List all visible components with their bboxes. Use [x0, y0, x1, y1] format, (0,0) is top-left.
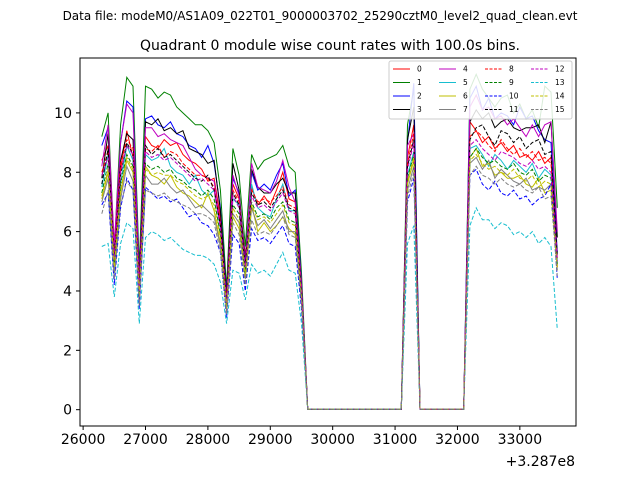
legend-item-12: 12: [531, 65, 565, 74]
y-tick-label: 2: [63, 343, 72, 359]
y-tick-label: 10: [54, 106, 72, 122]
legend-label: 10: [509, 92, 519, 101]
series-layer: [101, 73, 558, 410]
series-line-13: [101, 206, 558, 410]
legend-label: 3: [417, 105, 422, 114]
legend-label: 4: [463, 65, 468, 74]
legend-label: 6: [463, 92, 468, 101]
x-tick-label: 27000: [123, 432, 168, 448]
legend-label: 7: [463, 105, 468, 114]
legend-item-8: 8: [485, 65, 514, 74]
series-line-4: [101, 93, 558, 410]
x-axis: 26000 27000 28000 29000 30000 31000 32000 33000: [61, 426, 542, 448]
series-line-1: [101, 73, 558, 410]
series-line-7: [101, 156, 558, 410]
legend-label: 2: [417, 92, 422, 101]
y-tick-label: 8: [63, 165, 72, 181]
y-tick-label: 4: [63, 284, 72, 300]
x-tick-label: 28000: [186, 432, 231, 448]
series-line-12: [101, 138, 558, 410]
series-line-14: [101, 153, 558, 410]
series-line-15: [101, 165, 558, 410]
y-axis: 0 2 4 6 8 10: [54, 106, 80, 419]
legend-label: 9: [509, 78, 514, 87]
x-tick-label: 33000: [498, 432, 543, 448]
axes-frame: [79, 57, 577, 427]
x-tick-label: 30000: [310, 432, 355, 448]
legend-item-10: 10: [485, 92, 519, 101]
legend-item-6: 6: [439, 92, 468, 101]
series-line-2: [101, 83, 558, 410]
legend-item-1: 1: [393, 78, 422, 87]
legend-item-15: 15: [531, 105, 565, 114]
legend-label: 14: [555, 92, 565, 101]
legend-label: 13: [555, 78, 565, 87]
x-tick-label: 26000: [61, 432, 106, 448]
figure-suptitle: Data file: modeM0/AS1A09_022T01_90000037…: [63, 9, 578, 23]
legend-label: 0: [417, 65, 422, 74]
series-line-10: [101, 168, 558, 410]
legend-item-5: 5: [439, 78, 468, 87]
series-line-6: [101, 147, 558, 410]
legend-label: 1: [417, 78, 422, 87]
legend-item-11: 11: [485, 105, 519, 114]
x-tick-label: 29000: [248, 432, 293, 448]
legend-label: 15: [555, 105, 565, 114]
legend-item-9: 9: [485, 78, 514, 87]
legend-label: 5: [463, 78, 468, 87]
chart-title: Quadrant 0 module wise count rates with …: [140, 38, 520, 54]
x-axis-offset-label: +3.287e8: [506, 454, 575, 470]
x-tick-label: 31000: [373, 432, 418, 448]
legend-item-2: 2: [393, 92, 422, 101]
series-line-5: [101, 143, 558, 410]
legend-item-0: 0: [393, 65, 422, 74]
legend-label: 12: [555, 65, 565, 74]
legend-item-4: 4: [439, 65, 468, 74]
x-tick-label: 32000: [435, 432, 480, 448]
y-tick-label: 6: [63, 225, 72, 241]
y-tick-label: 0: [63, 403, 72, 419]
legend-item-3: 3: [393, 105, 422, 114]
series-line-11: [101, 124, 558, 410]
series-line-8: [101, 130, 558, 410]
series-line-3: [101, 106, 558, 410]
legend-label: 11: [509, 105, 519, 114]
legend-item-13: 13: [531, 78, 565, 87]
legend-item-7: 7: [439, 105, 468, 114]
legend-item-14: 14: [531, 92, 565, 101]
legend-frame: [388, 60, 573, 120]
series-line-9: [101, 147, 558, 410]
legend-label: 8: [509, 65, 514, 74]
